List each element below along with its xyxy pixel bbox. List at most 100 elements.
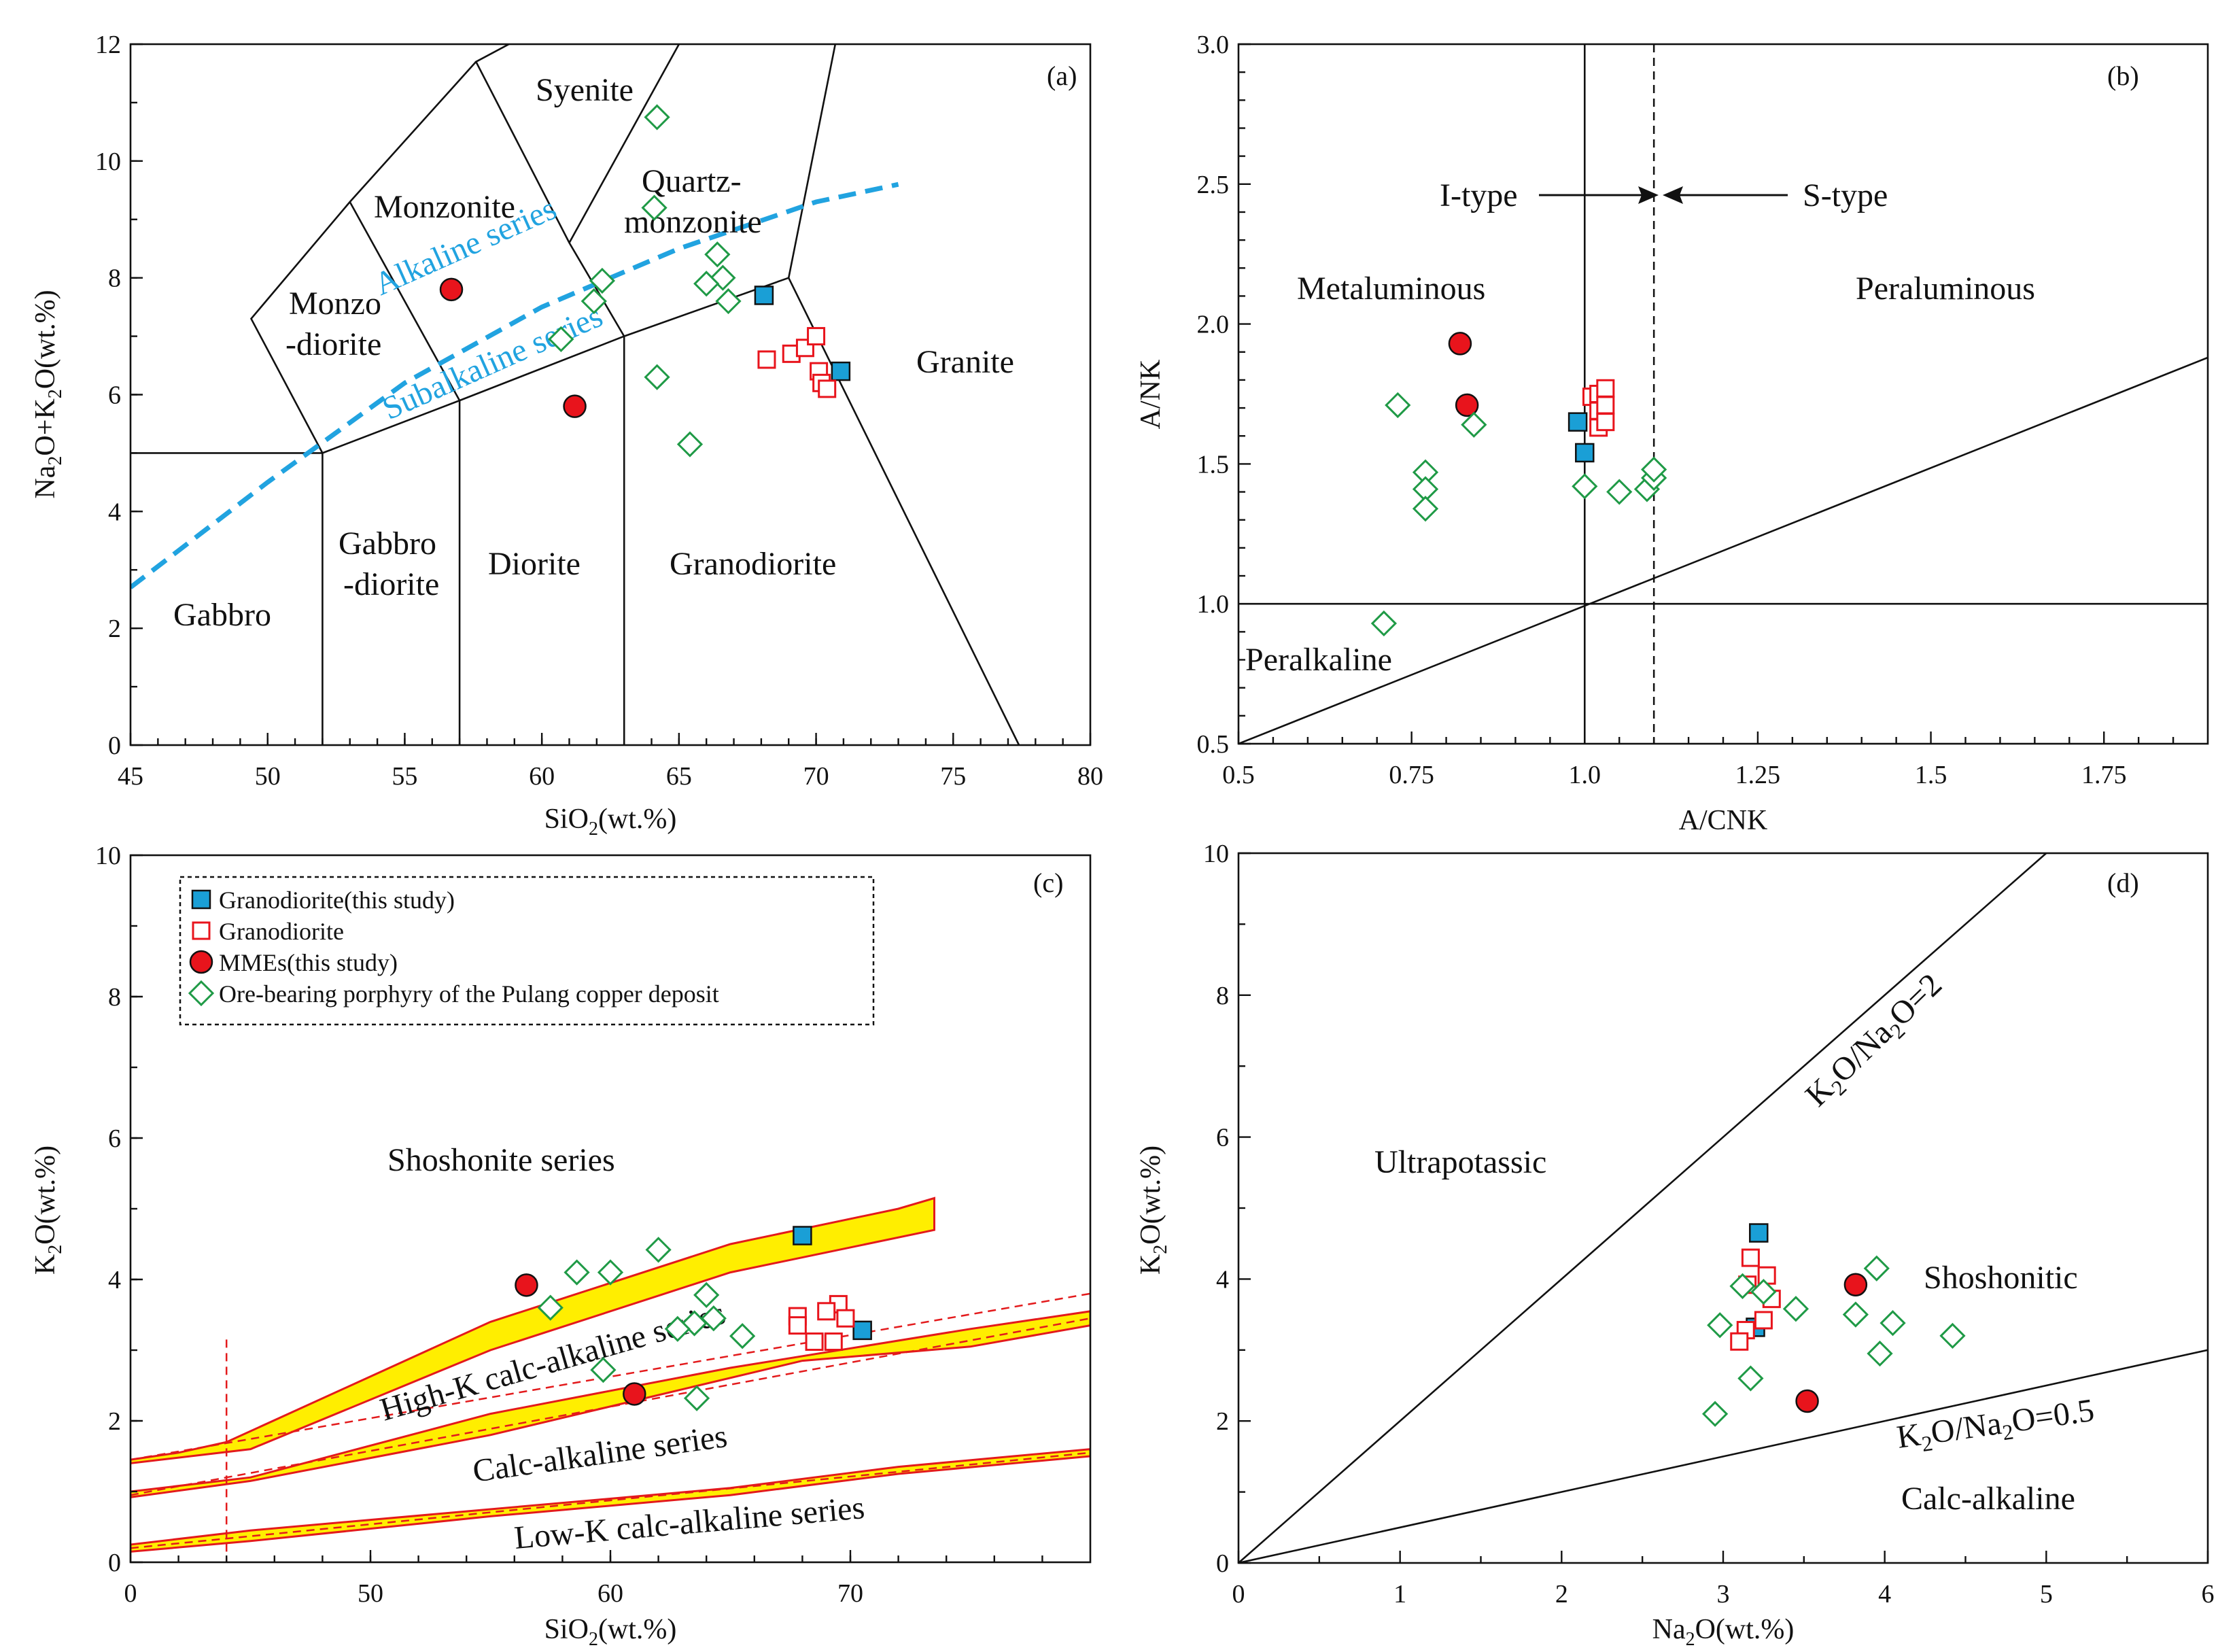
y-tick-label: 2 — [108, 1407, 121, 1436]
i-type-arrowhead — [1638, 186, 1659, 204]
x-tick-label: 1.25 — [1735, 761, 1781, 789]
legend-marker-2 — [192, 921, 211, 940]
panel-a-field-lines — [131, 44, 1020, 745]
x-tick-label: 2 — [1555, 1580, 1568, 1608]
x-tick-label: 1.0 — [1569, 761, 1601, 789]
point-s1-2 — [1575, 443, 1595, 463]
x-tick-label: 50 — [358, 1579, 383, 1608]
field-boundary-2 — [322, 277, 1020, 745]
point-s4-1 — [645, 1237, 672, 1263]
point-s4-10 — [590, 1356, 617, 1383]
panel-a-points — [439, 104, 851, 458]
point-s4-11 — [548, 326, 574, 353]
panel-b-ylabel: A/NK — [1135, 360, 1166, 430]
x-tick-label: 65 — [666, 762, 692, 791]
x-tick-label: 55 — [392, 762, 417, 791]
y-tick-label: 8 — [1216, 982, 1229, 1010]
y-tick-label: 12 — [95, 31, 121, 59]
y-tick-label: 2 — [108, 615, 121, 643]
panel-a-frame — [129, 43, 1092, 746]
i-type-label: I-type — [1440, 177, 1518, 213]
y-tick-label: 10 — [1203, 840, 1229, 868]
y-tick-label: 1.0 — [1197, 590, 1230, 619]
x-tick-label: 80 — [1077, 762, 1103, 791]
point-s4-3 — [704, 241, 731, 268]
peralkaline-label: Peralkaline — [1245, 642, 1392, 678]
x-tick-label: 6 — [2202, 1580, 2215, 1608]
panel-c-bands — [131, 1197, 1090, 1562]
x-tick-label: 75 — [940, 762, 966, 791]
x-tick-label: 1 — [1393, 1580, 1406, 1608]
point-s2-1 — [1741, 1248, 1760, 1267]
legend-item-3-label: MMEs(this study) — [219, 949, 398, 976]
point-s4-11 — [729, 1323, 756, 1349]
ultrapotassic-label: Ultrapotassic — [1374, 1144, 1546, 1180]
panel-a-alkaline-boundary — [131, 182, 899, 589]
panel-a-ylabel: Na2O+K2O(wt.%) — [30, 290, 66, 498]
panel-a-tag: (a) — [1047, 61, 1077, 91]
point-s4-8 — [581, 288, 607, 315]
field-label-granite: Granite — [916, 344, 1014, 380]
panel-d-ylabel: K2O(wt.%) — [1135, 1146, 1171, 1275]
y-tick-label: 8 — [108, 264, 121, 293]
point-s3-1 — [439, 277, 464, 302]
point-s4-9 — [1867, 1340, 1893, 1367]
legend-marker-3 — [189, 950, 213, 974]
y-tick-label: 6 — [1216, 1124, 1229, 1152]
point-s4-3 — [597, 1259, 624, 1286]
panel-b: 0.5 0.75 1.0 1.25 1.5 1.750.51.01.52.02.53.0 … — [1135, 31, 2209, 836]
field-label-quartz-monzonite-1: Quartz- — [642, 163, 742, 199]
panel-d-lines — [1238, 853, 2208, 1563]
field-label-gabbro-diorite-1: Gabbro — [339, 526, 436, 562]
y-tick-label: 0 — [1216, 1549, 1229, 1578]
point-s2-5 — [1754, 1311, 1773, 1330]
panel-b-tag: (b) — [2107, 61, 2139, 91]
legend-item-1-label: Granodiorite(this study) — [219, 887, 455, 914]
point-s3-2 — [1795, 1389, 1819, 1413]
y-tick-label: 4 — [108, 1266, 121, 1294]
field-label-monzo-diorite-2: -diorite — [285, 326, 381, 362]
panel-a: 45 50 55 60 65 70 75 80 0 2 4 6 8 10 12 (a) Gabbro Gab… — [30, 31, 1103, 840]
point-s2-5 — [1596, 396, 1615, 415]
point-s1-2 — [852, 1320, 872, 1341]
panel-b-xlabel: A/CNK — [1679, 805, 1768, 836]
x-tick-label: 60 — [529, 762, 555, 791]
panel-c-points — [515, 1226, 872, 1411]
point-s4-4 — [537, 1294, 564, 1321]
y-tick-label: 8 — [108, 983, 121, 1012]
x-tick-label: 60 — [597, 1579, 623, 1608]
x-tick-label: 70 — [803, 762, 829, 791]
y-tick-label: 2.5 — [1197, 171, 1230, 199]
point-s2-3 — [836, 1309, 855, 1328]
y-tick-label: 4 — [1216, 1265, 1229, 1294]
point-s2-2 — [1757, 1266, 1776, 1285]
x-tick-label: 3 — [1717, 1580, 1730, 1608]
x-tick-label: 0 — [124, 1579, 137, 1608]
panel-d-xlabel: Na2O(wt.%) — [1652, 1614, 1795, 1650]
x-tick-label: 50 — [255, 762, 281, 791]
point-s4-6 — [715, 288, 742, 315]
point-s2-7 — [1596, 413, 1615, 432]
point-s4-3 — [1750, 1279, 1777, 1305]
point-s4-5 — [1842, 1301, 1869, 1328]
point-s4-5 — [693, 271, 720, 297]
point-s1-2 — [831, 361, 851, 381]
point-s3-1 — [1843, 1273, 1868, 1297]
point-s4-7 — [589, 267, 616, 294]
panel-d-points — [1701, 1223, 1966, 1427]
legend-item-4-label: Ore-bearing porphyry of the Pulang coppe… — [219, 980, 719, 1008]
point-s1-1 — [1567, 412, 1588, 432]
field-label-monzo-diorite-1: Monzo — [289, 286, 381, 322]
legend-item-2-label: Granodiorite — [219, 918, 344, 945]
point-s4-11 — [1370, 610, 1398, 637]
legend: Granodiorite(this study) Granodiorite MM… — [179, 876, 875, 1026]
y-tick-label: 3.0 — [1197, 31, 1230, 59]
x-tick-label: 70 — [837, 1579, 863, 1608]
point-s3-2 — [1455, 393, 1479, 417]
ratio-2-label: K2O/Na2O=2 — [1799, 967, 1952, 1117]
x-tick-label: 0.5 — [1222, 761, 1255, 789]
y-tick-label: 0.5 — [1197, 730, 1230, 759]
shoshonitic-label: Shoshonitic — [1924, 1260, 2078, 1296]
y-tick-label: 0 — [108, 1549, 121, 1577]
